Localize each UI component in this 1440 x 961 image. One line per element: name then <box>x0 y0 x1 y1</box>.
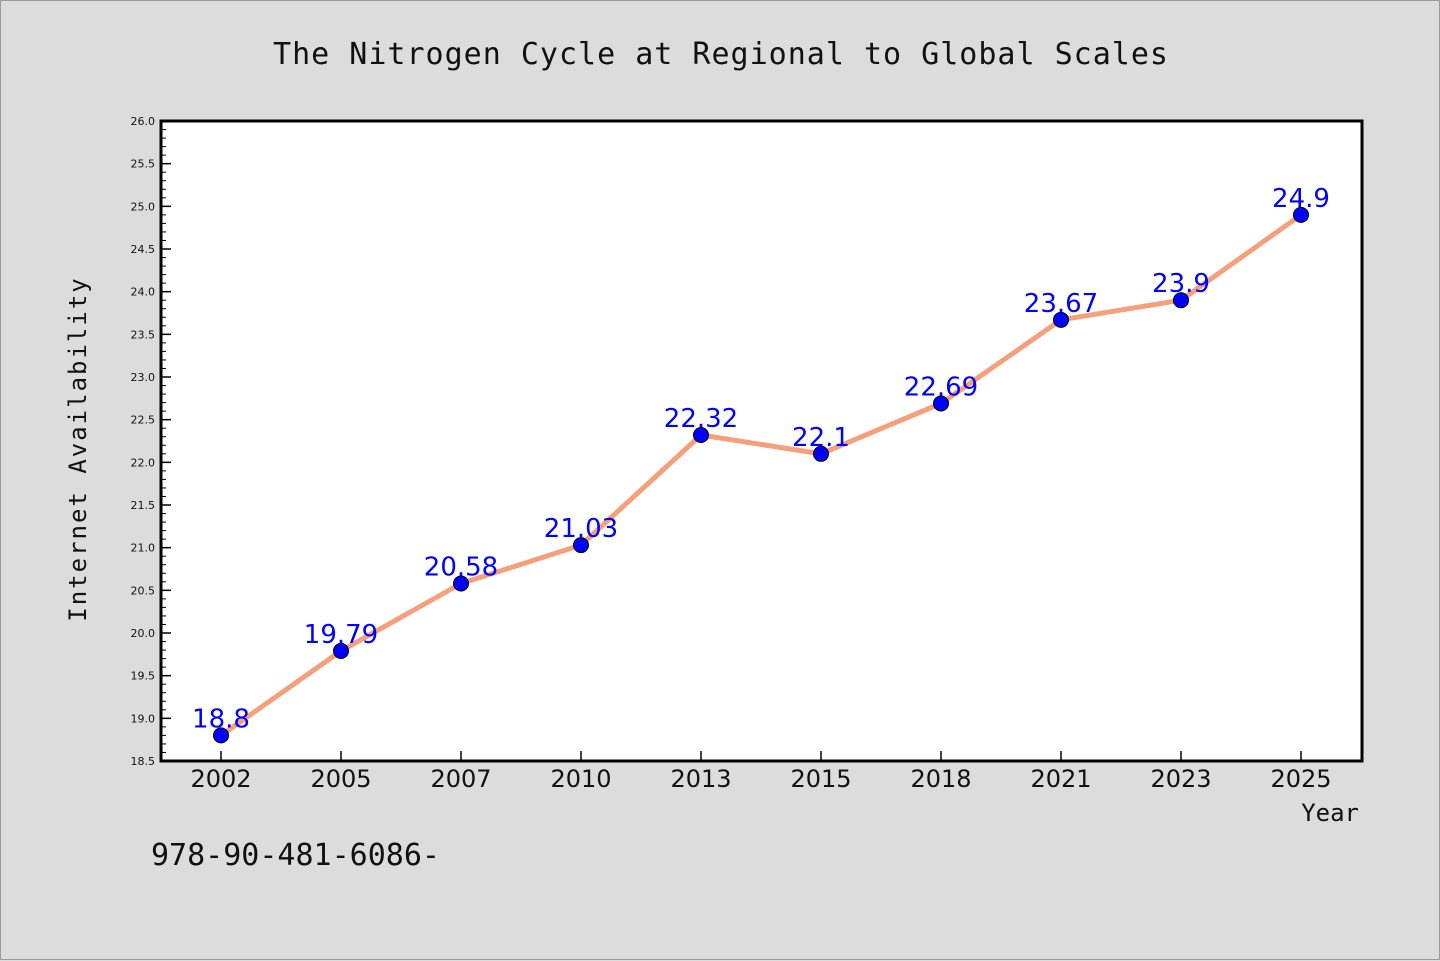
data-point <box>573 537 589 554</box>
data-label: 23.9 <box>1152 269 1210 299</box>
data-point <box>933 395 949 412</box>
y-tick-label: 19.0 <box>131 712 156 725</box>
y-tick-label: 26.0 <box>131 115 156 128</box>
data-point <box>1173 292 1189 309</box>
data-point <box>693 427 709 444</box>
series-line <box>218 212 1304 738</box>
plot-area <box>161 121 1362 761</box>
data-label: 21.03 <box>544 514 618 544</box>
data-label: 22.1 <box>792 423 850 453</box>
isbn-text: 978-90-481-6086- <box>151 838 440 873</box>
y-tick-label: 20.0 <box>131 627 156 640</box>
x-tick-label: 2010 <box>550 765 611 793</box>
data-point <box>453 575 469 592</box>
data-label: 18.8 <box>192 704 250 734</box>
chart-title: The Nitrogen Cycle at Regional to Global… <box>273 37 1169 72</box>
y-tick-label: 22.5 <box>131 414 156 427</box>
plot-border <box>159 119 1364 763</box>
y-tick-label: 20.5 <box>131 584 156 597</box>
y-tick-label: 24.5 <box>131 243 156 256</box>
x-tick-label: 2023 <box>1150 765 1211 793</box>
y-tick-label: 24.0 <box>131 286 156 299</box>
y-tick-label: 21.0 <box>131 542 156 555</box>
data-label: 22.32 <box>664 404 738 434</box>
y-tick-label: 25.0 <box>131 200 156 213</box>
data-label: 24.9 <box>1272 184 1330 214</box>
data-point <box>213 727 229 744</box>
y-tick-label: 23.0 <box>131 371 156 384</box>
x-tick-label: 2013 <box>670 765 731 793</box>
data-point <box>333 642 349 659</box>
data-point <box>1053 311 1069 328</box>
y-tick-label: 22.0 <box>131 456 156 469</box>
y-tick-label: 21.5 <box>131 499 156 512</box>
data-markers <box>213 206 1309 744</box>
y-tick-label: 23.5 <box>131 328 156 341</box>
x-tick-label: 2005 <box>310 765 371 793</box>
y-tick-label: 18.5 <box>131 755 156 768</box>
data-label: 22.69 <box>904 372 978 402</box>
data-labels: 18.8 19.79 20.58 21.03 22.32 22.1 22.69 23.67 23… <box>192 184 1330 735</box>
x-tick-label: 2015 <box>790 765 851 793</box>
x-tick-label: 2021 <box>1030 765 1091 793</box>
x-tick-label: 2018 <box>910 765 971 793</box>
data-point <box>1293 206 1309 223</box>
y-axis-label: Internet Availability <box>64 276 92 621</box>
x-tick-label: 2002 <box>190 765 251 793</box>
data-label: 19.79 <box>304 620 378 650</box>
x-tick-label: 2025 <box>1270 765 1331 793</box>
data-label: 23.67 <box>1024 289 1098 319</box>
y-tick-label: 19.5 <box>131 670 156 683</box>
x-tick-label: 2007 <box>430 765 491 793</box>
data-point <box>813 445 829 462</box>
y-tick-label: 25.5 <box>131 158 156 171</box>
data-label: 20.58 <box>424 553 498 583</box>
x-axis-label: Year <box>1301 799 1359 827</box>
x-axis-ticks: 2002 2005 2007 2010 2013 2015 2018 2021 2023 2025 <box>190 751 1332 793</box>
